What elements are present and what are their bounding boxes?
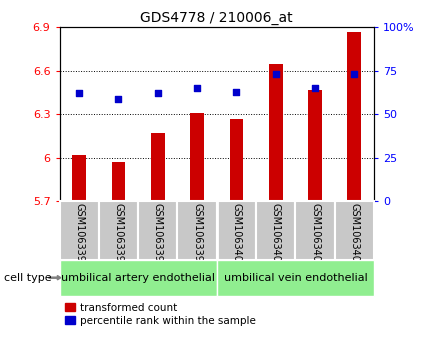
Text: cell type: cell type [4, 273, 52, 283]
Text: umbilical artery endothelial: umbilical artery endothelial [61, 273, 215, 283]
Text: GSM1063408: GSM1063408 [349, 203, 360, 268]
Bar [269, 64, 283, 201]
Point [351, 72, 358, 77]
Bar [217, 201, 256, 260]
Point [312, 85, 318, 91]
Text: GSM1063398: GSM1063398 [153, 203, 163, 268]
Title: GDS4778 / 210006_at: GDS4778 / 210006_at [140, 11, 293, 25]
Point [233, 89, 240, 95]
Bar [72, 155, 86, 201]
Bar [295, 201, 335, 260]
Text: GSM1063397: GSM1063397 [113, 203, 124, 268]
Text: GSM1063406: GSM1063406 [271, 203, 281, 268]
Point [115, 96, 122, 102]
Bar [256, 201, 295, 260]
Bar [230, 119, 243, 201]
Bar [308, 90, 322, 201]
Bar [217, 260, 374, 296]
Bar [138, 201, 178, 260]
Bar [151, 133, 164, 201]
Bar [60, 201, 99, 260]
Bar [190, 113, 204, 201]
Legend: transformed count, percentile rank within the sample: transformed count, percentile rank withi… [65, 303, 256, 326]
Bar [112, 162, 125, 201]
Bar [335, 201, 374, 260]
Bar [348, 32, 361, 201]
Point [272, 72, 279, 77]
Bar [99, 201, 138, 260]
Bar [178, 201, 217, 260]
Text: GSM1063407: GSM1063407 [310, 203, 320, 268]
Text: GSM1063396: GSM1063396 [74, 203, 84, 268]
Point [154, 90, 161, 96]
Bar [60, 260, 217, 296]
Text: GSM1063405: GSM1063405 [231, 203, 241, 268]
Text: GSM1063399: GSM1063399 [192, 203, 202, 268]
Text: umbilical vein endothelial: umbilical vein endothelial [224, 273, 367, 283]
Point [76, 90, 82, 96]
Point [194, 85, 201, 91]
